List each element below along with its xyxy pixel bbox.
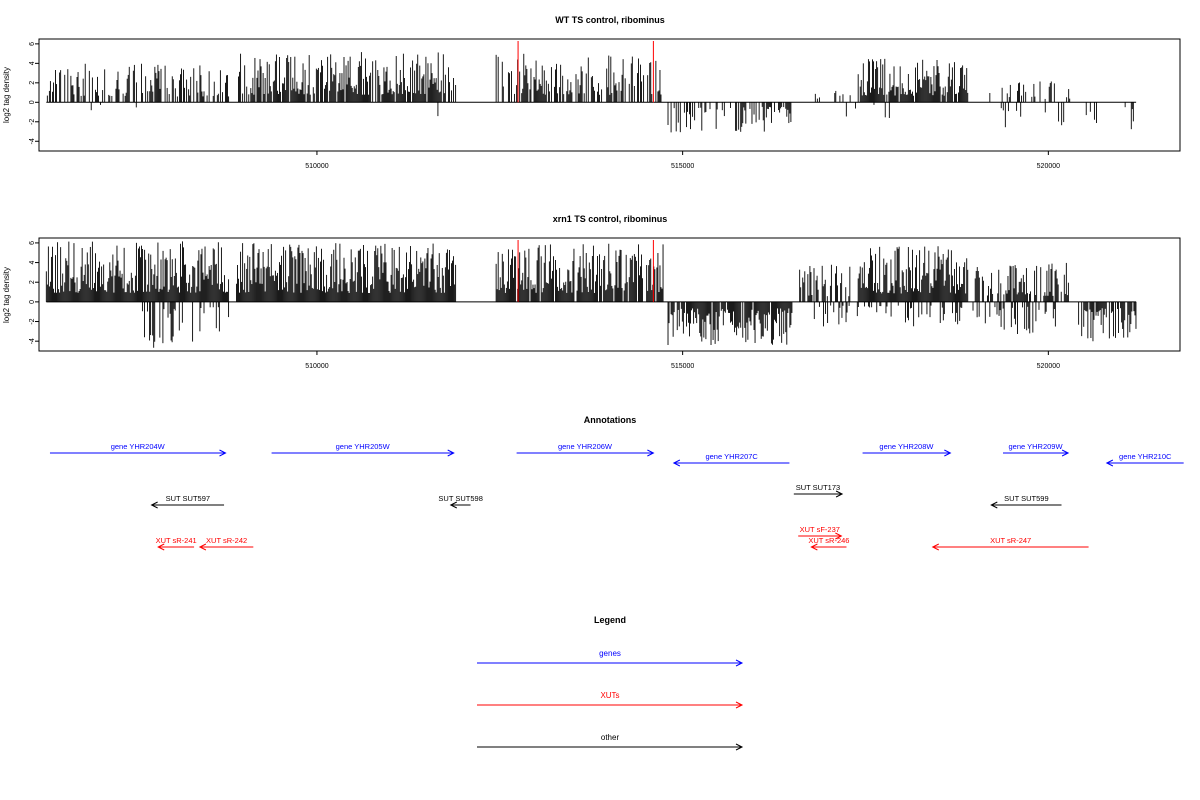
annotation-label: SUT SUT599	[1004, 494, 1048, 503]
annotation-arrowhead	[219, 449, 227, 457]
annotation-arrowhead	[1061, 449, 1070, 457]
annotation-label: XUT sR-242	[206, 536, 247, 545]
panel-xrn1-title: xrn1 TS control, ribominus	[553, 214, 668, 224]
annotation-arrowhead	[449, 501, 458, 509]
y-tick-label: 4	[29, 61, 36, 65]
annotation-genes-4: gene YHR208W	[862, 442, 952, 457]
annotations-title: Annotations	[584, 415, 637, 425]
panel-wt-frame	[38, 38, 1181, 152]
annotation-other-8: SUT SUT598	[438, 494, 483, 509]
x-tick-label: 515000	[671, 363, 694, 370]
annotation-xuts-13: XUT sF-237	[798, 525, 843, 540]
annotations-section: Annotations gene YHR204W gene YHR205W gene…	[49, 415, 1184, 551]
panel-wt-y-axis: -4 -2 0 2 4 6	[29, 42, 39, 144]
panel-wt-ylabel: log2 tag density	[2, 67, 11, 123]
x-tick-label: 515000	[671, 163, 694, 170]
annotation-genes-2: gene YHR206W	[516, 442, 655, 457]
panel-xrn1-x-axis: 510000 515000 520000	[305, 351, 1060, 370]
legend-label-genes: genes	[599, 649, 621, 658]
y-tick-label: 0	[29, 300, 36, 304]
annotation-arrowhead	[835, 532, 843, 540]
annotation-genes-5: gene YHR209W	[1002, 442, 1070, 457]
annotation-label: SUT SUT598	[438, 494, 482, 503]
annotation-xuts-12: XUT sR-242	[198, 536, 254, 551]
annotation-arrowhead	[1105, 459, 1114, 467]
annotation-arrowhead	[835, 490, 844, 498]
panel-xrn1-markers	[517, 240, 654, 302]
y-tick-label: 2	[29, 81, 36, 85]
y-tick-label: -4	[29, 338, 36, 344]
annotation-other-9: SUT SUT173	[793, 483, 844, 498]
legend-label-xuts: XUTs	[600, 691, 619, 700]
panel-xrn1-frame	[38, 237, 1181, 352]
annotation-label: XUT sR-241	[156, 536, 197, 545]
annotation-genes-0: gene YHR204W	[49, 442, 227, 457]
annotation-other-7: SUT SUT597	[150, 494, 225, 509]
y-tick-label: -2	[29, 119, 36, 125]
y-tick-label: 0	[29, 100, 36, 104]
panel-wt-x-axis: 510000 515000 520000	[305, 151, 1060, 170]
panel-wt-bars	[46, 52, 1137, 133]
panel-wt: WT TS control, ribominus log2 tag densit…	[2, 15, 1181, 170]
y-tick-label: 6	[29, 241, 36, 245]
annotation-label: gene YHR209W	[1009, 442, 1064, 451]
annotation-arrowhead	[198, 543, 207, 551]
legend-arrowhead-genes	[735, 659, 744, 667]
y-tick-label: -2	[29, 318, 36, 324]
annotation-arrowhead	[647, 449, 655, 457]
legend-label-other: other	[601, 733, 620, 742]
annotation-arrowhead	[931, 543, 940, 551]
legend-entry-xuts: XUTs	[477, 691, 744, 709]
annotation-xuts-11: XUT sR-241	[156, 536, 197, 551]
annotation-label: gene YHR207C	[705, 452, 758, 461]
annotation-genes-1: gene YHR205W	[271, 442, 455, 457]
annotation-arrowhead	[944, 449, 952, 457]
annotation-genes-3: gene YHR207C	[672, 452, 790, 467]
panel-wt-markers	[517, 41, 654, 103]
annotation-label: gene YHR204W	[111, 442, 166, 451]
annotation-label: gene YHR206W	[558, 442, 613, 451]
legend-arrowhead-xuts	[735, 701, 744, 709]
x-tick-label: 520000	[1037, 163, 1060, 170]
annotation-label: gene YHR208W	[879, 442, 934, 451]
annotation-label: XUT sR-246	[808, 536, 849, 545]
annotation-label: gene YHR210C	[1119, 452, 1172, 461]
annotation-label: SUT SUT597	[166, 494, 210, 503]
annotation-other-10: SUT SUT599	[990, 494, 1062, 509]
annotation-label: XUT sR-247	[990, 536, 1031, 545]
y-tick-label: -4	[29, 138, 36, 144]
annotation-xuts-15: XUT sR-247	[931, 536, 1089, 551]
annotation-xuts-14: XUT sR-246	[808, 536, 849, 551]
annotation-tracks: gene YHR204W gene YHR205W gene YHR206W gene…	[49, 442, 1184, 551]
x-tick-label: 520000	[1037, 363, 1060, 370]
annotation-arrowhead	[990, 501, 998, 509]
y-tick-label: 4	[29, 261, 36, 265]
annotation-arrowhead	[157, 543, 165, 551]
annotation-arrowhead	[810, 543, 818, 551]
y-tick-label: 6	[29, 42, 36, 46]
annotation-arrowhead	[150, 501, 158, 509]
annotation-genes-6: gene YHR210C	[1105, 452, 1184, 467]
y-tick-label: 2	[29, 280, 36, 284]
panel-xrn1: xrn1 TS control, ribominus log2 tag dens…	[2, 214, 1181, 370]
x-tick-label: 510000	[305, 363, 328, 370]
panel-wt-title: WT TS control, ribominus	[555, 15, 665, 25]
legend-arrowhead-other	[735, 743, 744, 751]
legend-section: Legend genes XUTs other	[477, 615, 744, 751]
annotation-label: gene YHR205W	[336, 442, 391, 451]
legend-title: Legend	[594, 615, 626, 625]
annotation-label: XUT sF-237	[800, 525, 840, 534]
annotation-arrowhead	[672, 459, 681, 467]
legend-entry-genes: genes	[477, 649, 744, 667]
annotation-arrowhead	[447, 449, 455, 457]
panel-xrn1-y-axis: -4 -2 0 2 4 6	[29, 241, 39, 344]
x-tick-label: 510000	[305, 163, 328, 170]
panel-xrn1-bars	[45, 241, 1137, 348]
annotation-label: SUT SUT173	[796, 483, 840, 492]
panel-xrn1-ylabel: log2 tag density	[2, 267, 11, 323]
legend-entry-other: other	[477, 733, 744, 751]
